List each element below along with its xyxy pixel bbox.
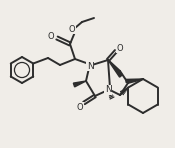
Polygon shape <box>126 79 143 83</box>
Text: N: N <box>87 62 93 70</box>
Text: N: N <box>105 86 111 95</box>
Polygon shape <box>108 60 122 77</box>
Polygon shape <box>73 81 86 87</box>
Text: O: O <box>48 32 54 41</box>
Text: O: O <box>69 25 75 33</box>
Text: O: O <box>77 103 83 111</box>
Text: O: O <box>117 44 123 53</box>
